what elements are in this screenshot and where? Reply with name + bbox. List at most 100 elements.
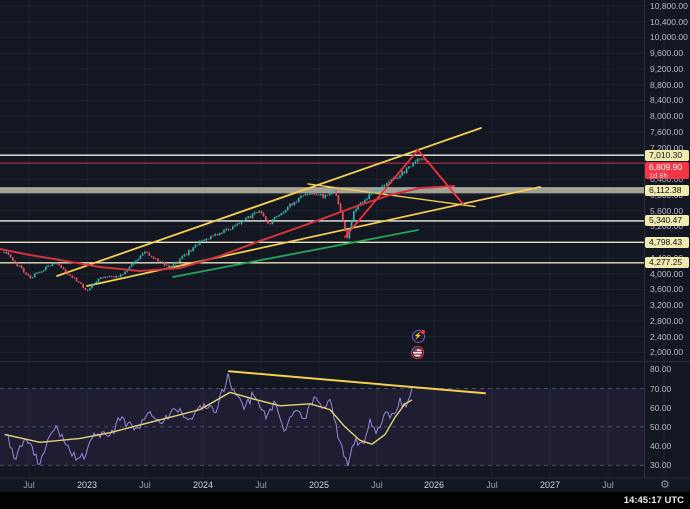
- level-price-label[interactable]: 4,798.43: [645, 236, 689, 248]
- candle-body: [289, 203, 291, 207]
- candle-body: [399, 175, 401, 179]
- candle-body: [177, 261, 179, 263]
- candle-body: [146, 251, 148, 253]
- candle-body: [157, 258, 159, 262]
- candle-body: [258, 211, 260, 213]
- price-tick-label: 3,200.00: [650, 300, 684, 311]
- candle-body: [304, 193, 307, 196]
- candle-body: [82, 283, 84, 289]
- level-price-label[interactable]: 5,340.47: [645, 215, 689, 227]
- candle-body: [236, 223, 238, 226]
- candle-body: [238, 223, 241, 225]
- rsi-resistance: [228, 370, 486, 395]
- candle-body: [249, 216, 252, 218]
- candle-body: [295, 201, 298, 203]
- rsi-tick-label: 70.00: [650, 383, 672, 394]
- candle-body: [56, 263, 58, 265]
- candle-body: [377, 188, 379, 192]
- chart-canvas[interactable]: [0, 0, 690, 492]
- candle-body: [91, 284, 93, 289]
- price-tick-label: 10,400.00: [650, 16, 688, 27]
- candle-body: [361, 202, 364, 203]
- candle-body: [403, 171, 406, 174]
- candle-body: [196, 244, 199, 246]
- candle-body: [203, 240, 205, 242]
- candle-body: [60, 265, 62, 268]
- candle-body: [386, 182, 388, 186]
- time-tick-label: Jul: [23, 480, 35, 490]
- candle-body: [315, 194, 318, 196]
- candle-body: [181, 256, 183, 259]
- candle-body: [240, 220, 243, 224]
- candle-body: [291, 203, 293, 206]
- candle-body: [84, 288, 87, 290]
- candle-body: [267, 220, 269, 224]
- candle-body: [212, 235, 214, 237]
- candle-body: [379, 188, 381, 189]
- candle-body: [192, 247, 194, 252]
- candle-body: [309, 193, 311, 195]
- candle-body: [150, 255, 153, 257]
- candle-body: [280, 213, 282, 216]
- candle-body: [414, 161, 417, 164]
- candle-body: [207, 238, 210, 240]
- candle-body: [62, 267, 65, 270]
- time-tick-label: 2023: [76, 480, 98, 490]
- candle-body: [260, 211, 263, 214]
- candle-body: [364, 200, 366, 203]
- candle-body: [104, 276, 106, 278]
- candle-body: [18, 265, 21, 267]
- candle-body: [419, 158, 421, 160]
- us-flag-icon: [412, 347, 422, 357]
- candle-body: [36, 272, 38, 274]
- candle-body: [128, 266, 131, 270]
- alert-event-icon[interactable]: ⚡: [411, 329, 425, 343]
- candle-body: [251, 213, 254, 218]
- candle-body: [86, 289, 89, 291]
- candle-body: [51, 263, 54, 266]
- candle-body: [75, 277, 78, 282]
- candle-body: [67, 272, 69, 275]
- countdown-price-label[interactable]: 6,809.90 1d 8h: [645, 161, 689, 179]
- candle-body: [328, 193, 331, 196]
- candle-body: [333, 190, 335, 192]
- us-flag-event-icon[interactable]: [410, 345, 424, 359]
- price-tick-label: 7,200.00: [650, 142, 684, 153]
- candle-body: [199, 240, 201, 245]
- candle-body: [276, 216, 278, 218]
- price-tick-label: 9,600.00: [650, 48, 684, 59]
- candle-body: [102, 277, 104, 279]
- candle-body: [410, 166, 412, 168]
- price-tick-label: 8,000.00: [650, 111, 684, 122]
- candle-body: [271, 219, 274, 225]
- time-tick-label: Jul: [255, 480, 267, 490]
- candle-body: [89, 288, 91, 291]
- level-price-label[interactable]: 7,010.30: [645, 149, 689, 161]
- price-tick-label: 4,000.00: [650, 268, 684, 279]
- level-price-label[interactable]: 6,112.38: [645, 185, 689, 197]
- price-axis[interactable]: 10,800.00 10,400.00 10,000.00 9,600.00 9,200…: [644, 0, 690, 478]
- time-tick-label: 2025: [308, 480, 330, 490]
- level-price-label[interactable]: 4,277.25: [645, 257, 689, 269]
- candle-body: [137, 259, 139, 261]
- price-tick-label: 8,400.00: [650, 95, 684, 106]
- rising-channel-upper: [56, 127, 482, 277]
- candle-body: [25, 272, 27, 275]
- candle-body: [97, 278, 100, 282]
- candle-body: [278, 215, 280, 217]
- axis-settings-gear-icon[interactable]: ⚙: [660, 479, 670, 491]
- candle-body: [232, 226, 234, 230]
- candle-body: [344, 221, 346, 231]
- candle-body: [331, 191, 333, 194]
- candle-body: [348, 228, 351, 239]
- rising-channel-lower: [86, 186, 541, 287]
- time-axis[interactable]: Jul 2023 Jul 2024 Jul 2025 Jul 2026 Jul 2027 Jul: [0, 478, 690, 492]
- candle-body: [216, 234, 219, 236]
- rsi-line: [3, 373, 413, 466]
- candle-body: [130, 264, 133, 267]
- candle-body: [335, 190, 337, 196]
- candle-body: [388, 181, 390, 183]
- candle-body: [372, 191, 375, 193]
- candle-body: [293, 201, 296, 206]
- support-line: [172, 229, 419, 278]
